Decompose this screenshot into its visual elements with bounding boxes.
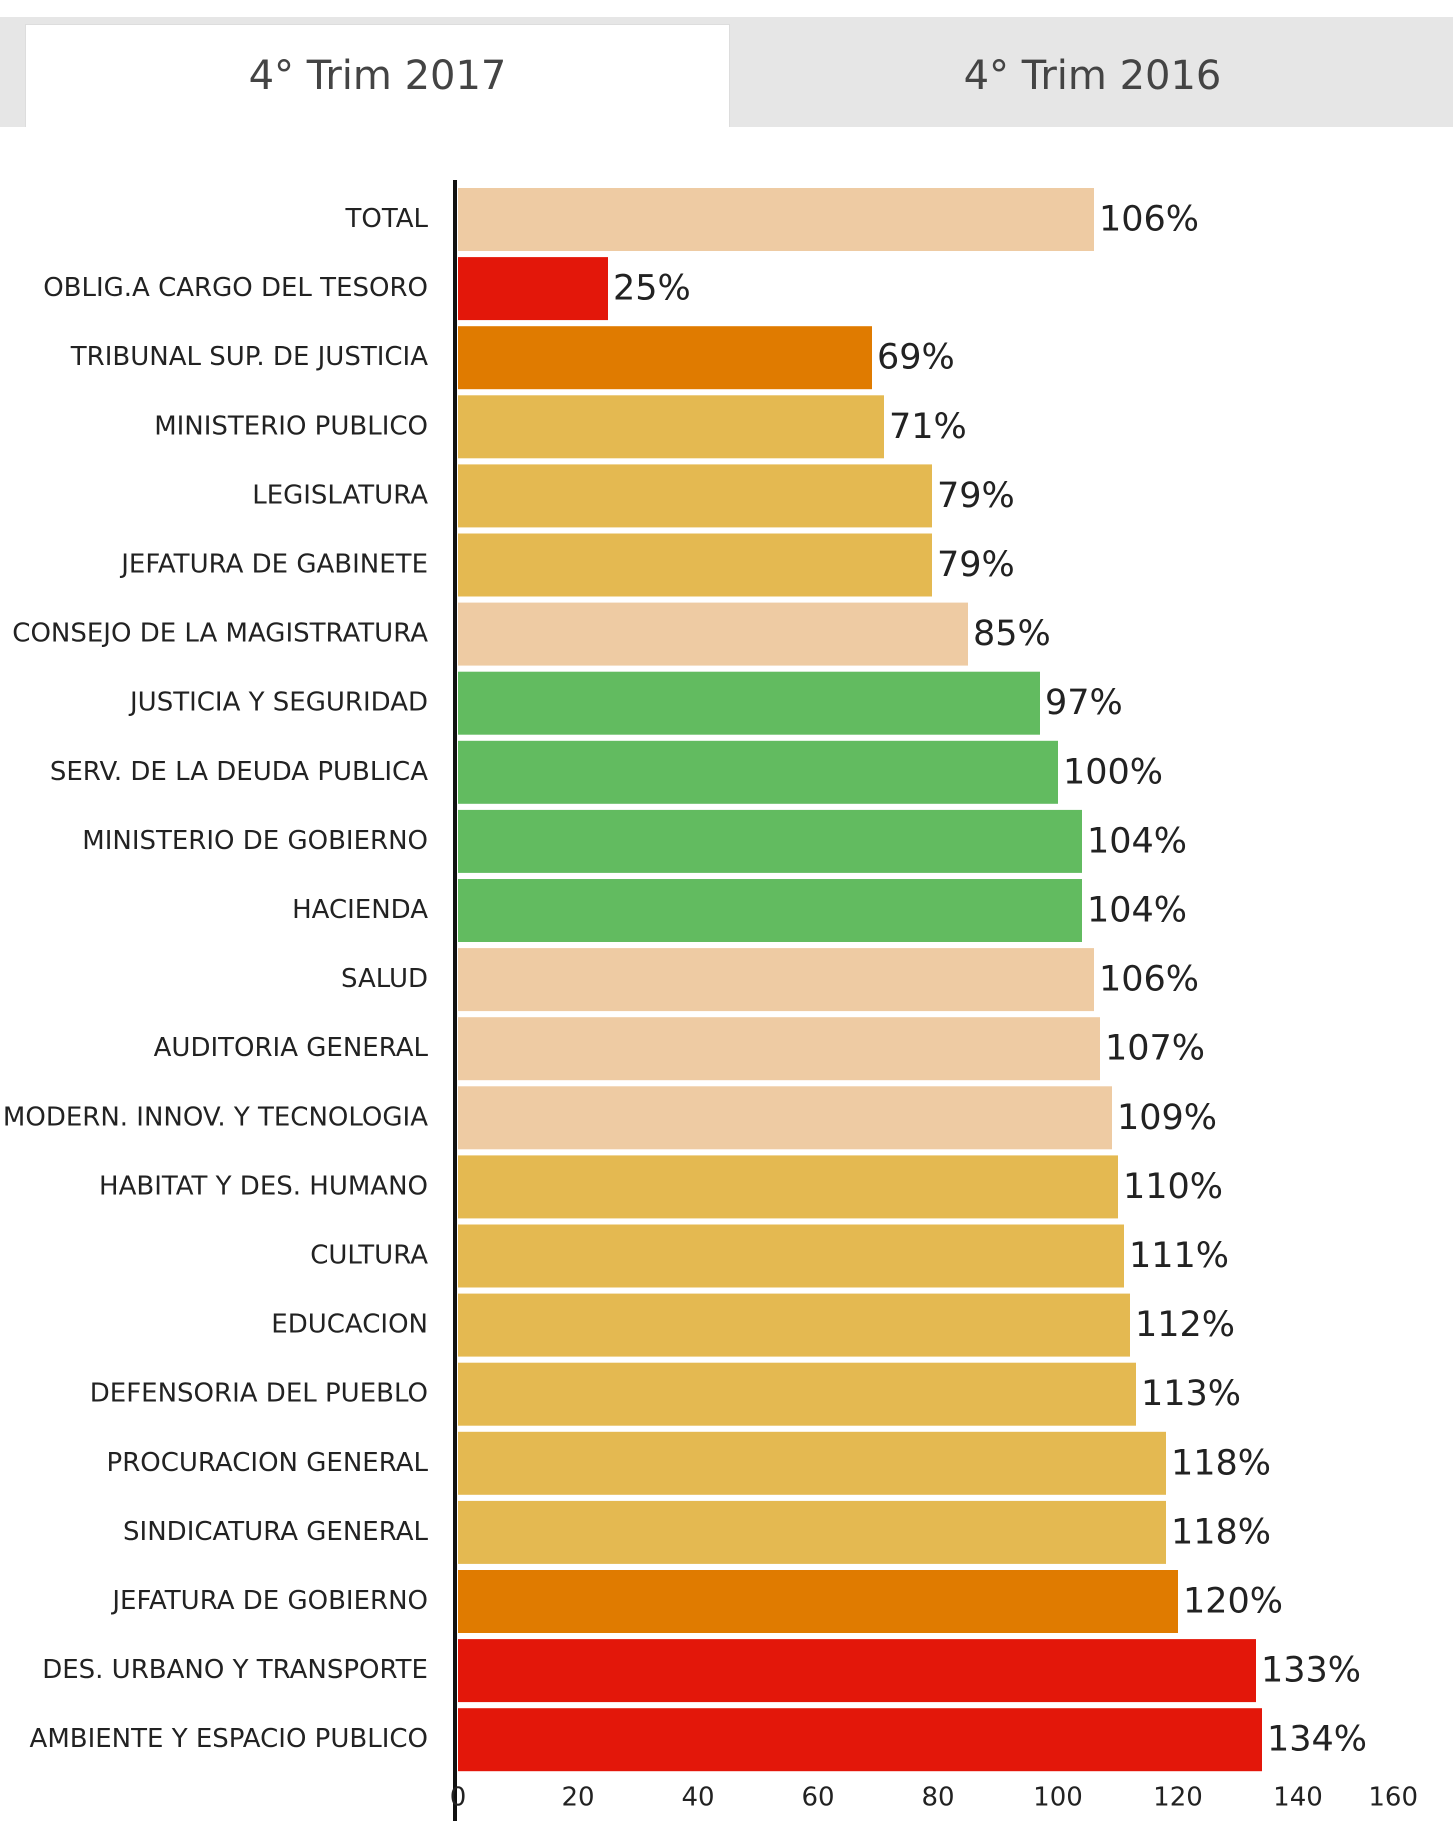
bar [458, 1639, 1256, 1703]
bar [458, 188, 1094, 251]
category-label: AUDITORIA GENERAL [154, 1033, 429, 1063]
category-label: EDUCACION [271, 1310, 428, 1340]
value-label: 133% [1261, 1651, 1361, 1691]
bar [458, 1500, 1166, 1564]
bar [458, 1362, 1136, 1426]
value-label: 118% [1171, 1443, 1271, 1483]
value-label: 85% [973, 614, 1051, 654]
bar [458, 257, 608, 321]
bar [458, 464, 932, 528]
bar [458, 809, 1082, 873]
value-label: 106% [1099, 960, 1199, 1000]
tab-bar: 4° Trim 2017 4° Trim 2016 [0, 17, 1453, 127]
bar [458, 740, 1058, 804]
x-tick-label: 0 [450, 1783, 467, 1813]
bar [458, 1293, 1130, 1357]
category-label: JEFATURA DE GABINETE [119, 550, 428, 580]
x-tick-label: 40 [681, 1783, 714, 1813]
bar [458, 326, 872, 390]
value-label: 134% [1267, 1720, 1367, 1760]
value-label: 104% [1087, 891, 1187, 931]
x-tick-label: 80 [921, 1783, 954, 1813]
category-label: LEGISLATURA [252, 480, 428, 510]
x-tick-label: 100 [1033, 1783, 1083, 1813]
category-label: CULTURA [310, 1241, 428, 1271]
value-label: 110% [1123, 1167, 1223, 1207]
category-label: MINISTERIO PUBLICO [154, 411, 428, 441]
bar [458, 671, 1040, 735]
category-label: TRIBUNAL SUP. DE JUSTICIA [70, 342, 428, 372]
category-label: JUSTICIA Y SEGURIDAD [128, 688, 428, 718]
bar [458, 1155, 1118, 1219]
bar [458, 1570, 1178, 1633]
tab[interactable]: 4° Trim 2016 [963, 52, 1222, 99]
x-tick-label: 60 [801, 1783, 834, 1813]
bar [458, 395, 884, 459]
bar [458, 1086, 1112, 1150]
category-label: OBLIG.A CARGO DEL TESORO [43, 273, 428, 303]
bar [458, 602, 968, 666]
category-label: HABITAT Y DES. HUMANO [99, 1171, 428, 1201]
bar [458, 1431, 1166, 1495]
category-label: SINDICATURA GENERAL [123, 1517, 428, 1547]
category-label: CONSEJO DE LA MAGISTRATURA [12, 619, 428, 649]
category-label: SALUD [341, 964, 428, 994]
category-label: AMBIENTE Y ESPACIO PUBLICO [30, 1724, 428, 1754]
bar [458, 879, 1082, 942]
value-label: 71% [889, 407, 967, 447]
value-label: 100% [1063, 752, 1163, 792]
category-label: JEFATURA DE GOBIERNO [110, 1586, 428, 1616]
bar [458, 1017, 1100, 1081]
category-label: MODERN. INNOV. Y TECNOLOGIA [3, 1102, 428, 1132]
value-label: 109% [1117, 1098, 1217, 1138]
bar [458, 1708, 1262, 1772]
value-label: 112% [1135, 1305, 1235, 1345]
category-label: SERV. DE LA DEUDA PUBLICA [50, 757, 428, 787]
value-label: 113% [1141, 1374, 1241, 1414]
category-label: HACIENDA [292, 895, 428, 925]
value-label: 120% [1183, 1582, 1283, 1622]
value-label: 118% [1171, 1512, 1271, 1552]
value-label: 79% [937, 476, 1015, 516]
category-label: PROCURACION GENERAL [107, 1448, 429, 1478]
value-label: 97% [1045, 683, 1123, 723]
bar [458, 533, 932, 597]
value-label: 106% [1099, 200, 1199, 240]
tab[interactable]: 4° Trim 2017 [25, 24, 730, 127]
value-label: 111% [1129, 1236, 1229, 1276]
category-label: TOTAL [345, 204, 429, 234]
value-label: 25% [613, 269, 691, 309]
x-tick-label: 140 [1273, 1783, 1323, 1813]
category-label: MINISTERIO DE GOBIERNO [82, 826, 428, 856]
value-label: 107% [1105, 1029, 1205, 1069]
category-label: DEFENSORIA DEL PUEBLO [90, 1379, 428, 1409]
bar [458, 948, 1094, 1012]
x-tick-label: 160 [1368, 1783, 1418, 1813]
value-label: 79% [937, 545, 1015, 585]
category-label: DES. URBANO Y TRANSPORTE [42, 1655, 428, 1685]
value-label: 69% [877, 338, 955, 378]
x-tick-label: 20 [561, 1783, 594, 1813]
bar [458, 1224, 1124, 1288]
value-label: 104% [1087, 821, 1187, 861]
x-tick-label: 120 [1153, 1783, 1203, 1813]
